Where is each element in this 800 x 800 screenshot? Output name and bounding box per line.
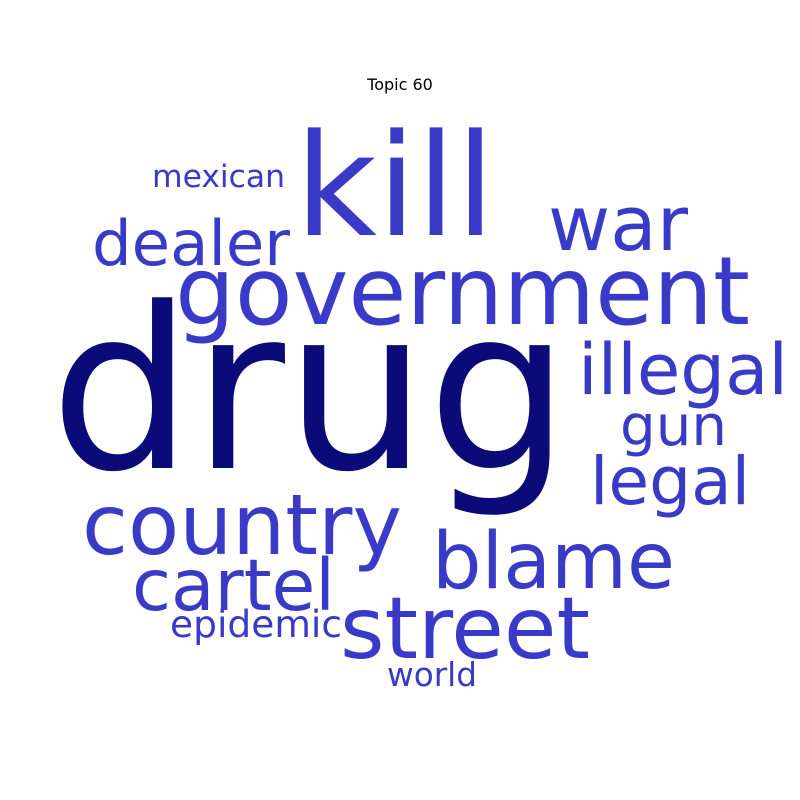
word-war: war	[548, 179, 688, 269]
word-illegal: illegal	[578, 327, 788, 411]
word-street: street	[340, 580, 590, 680]
word-drug: drug	[50, 258, 570, 521]
word-government: government	[175, 237, 750, 348]
word-kill: kill	[295, 104, 495, 269]
word-epidemic: epidemic	[170, 602, 342, 647]
word-dealer: dealer	[92, 206, 290, 280]
word-mexican: mexican	[151, 159, 286, 196]
word-gun: gun	[620, 393, 727, 459]
page-title: Topic 60	[367, 75, 433, 94]
word-cartel: cartel	[132, 543, 335, 627]
word-legal: legal	[590, 443, 750, 521]
word-country: country	[82, 475, 402, 574]
word-world: world	[387, 655, 477, 694]
word-blame: blame	[432, 516, 675, 607]
